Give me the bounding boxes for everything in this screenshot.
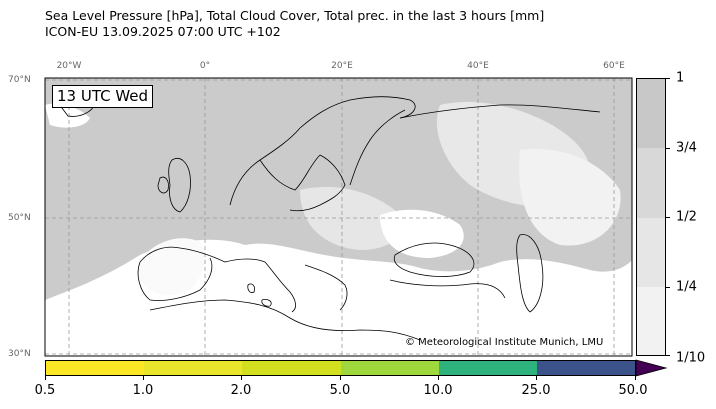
- time-label: 13 UTC Wed: [52, 85, 154, 108]
- lon-label: 0°: [199, 61, 211, 71]
- precip-label: 25.0: [521, 383, 551, 398]
- precip-segment: [537, 361, 635, 375]
- cloud-cover-label: 3/4: [676, 140, 697, 156]
- lon-label: 60°E: [603, 61, 625, 71]
- map-content: [45, 78, 632, 356]
- precip-segment: [46, 361, 144, 375]
- precip-segment: [341, 361, 439, 375]
- lon-label: 20°E: [331, 61, 353, 71]
- cloud-cover-label: 1/2: [676, 209, 697, 225]
- thin-cloud-area: [300, 186, 403, 250]
- lat-label: 50°N: [8, 213, 31, 223]
- precip-tick: [143, 376, 144, 380]
- precip-label: 0.5: [34, 383, 56, 398]
- title-line-2: ICON-EU 13.09.2025 07:00 UTC +102: [45, 24, 281, 39]
- cloud-cover-label: 1/10: [676, 350, 706, 366]
- coastlines: [61, 96, 601, 341]
- cloud-cover-segment: [637, 148, 665, 218]
- cloud-cover-tick: [666, 148, 670, 149]
- cloud-cover-tick: [666, 78, 670, 79]
- precip-tick: [635, 376, 636, 380]
- cloud-cover-tick: [666, 217, 670, 218]
- lat-label: 70°N: [8, 75, 31, 85]
- cloud-cover-tick: [666, 355, 670, 356]
- clear-land-area: [380, 209, 464, 258]
- title-line-1: Sea Level Pressure [hPa], Total Cloud Co…: [45, 8, 545, 23]
- precip-label: 10.0: [423, 383, 453, 398]
- precip-segment: [144, 361, 242, 375]
- thin-cloud-area: [519, 149, 621, 246]
- clear-land-area: [138, 238, 206, 296]
- precip-tick: [241, 376, 242, 380]
- lon-label: 40°E: [467, 61, 489, 71]
- chart-title: Sea Level Pressure [hPa], Total Cloud Co…: [45, 8, 544, 40]
- cloud-cover-segment: [637, 218, 665, 287]
- precip-segment: [439, 361, 537, 375]
- lat-label: 30°N: [8, 349, 31, 359]
- precip-colorbar: [45, 360, 636, 376]
- cloud-cover-segment: [637, 287, 665, 355]
- cloud-cover-tick: [666, 287, 670, 288]
- cloud-cover-colorbar: [636, 78, 666, 356]
- precip-tick: [340, 376, 341, 380]
- credit-text: © Meteorological Institute Munich, LMU: [405, 337, 604, 348]
- precip-label: 5.0: [329, 383, 351, 398]
- map-frame: [44, 77, 633, 357]
- cloud-cover-label: 1/4: [676, 279, 697, 295]
- precip-label: 50.0: [618, 383, 648, 398]
- precip-tick: [438, 376, 439, 380]
- precip-segment: [242, 361, 341, 375]
- graticule: [45, 78, 632, 356]
- precip-label: 1.0: [132, 383, 154, 398]
- precip-extend-triangle: [635, 359, 668, 377]
- precip-tick: [536, 376, 537, 380]
- cloud-cover-label: 1: [676, 70, 685, 86]
- lon-label: 20°W: [56, 61, 82, 71]
- precip-tick: [45, 376, 46, 380]
- cloud-cover-segment: [637, 79, 665, 148]
- precip-label: 2.0: [230, 383, 252, 398]
